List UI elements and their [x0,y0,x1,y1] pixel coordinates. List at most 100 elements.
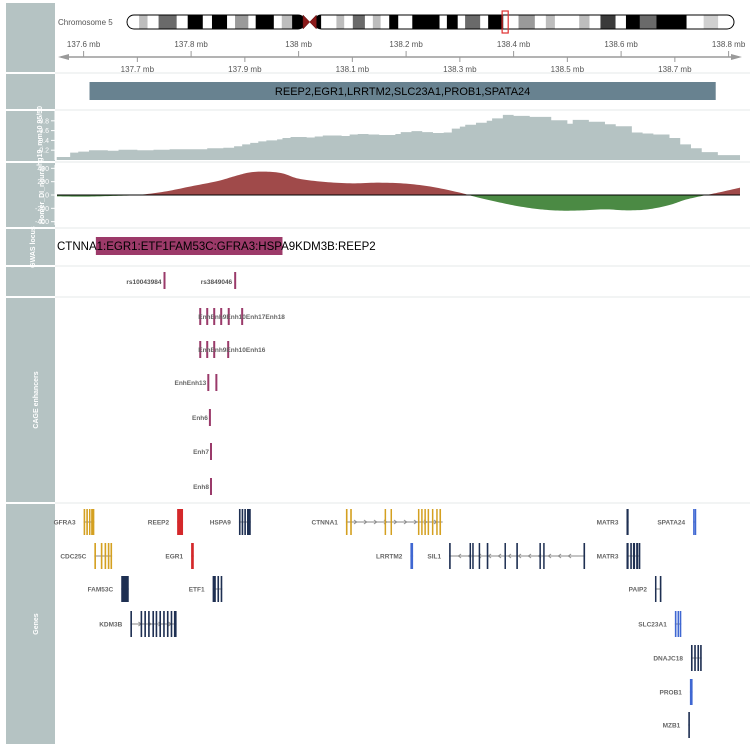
chromosome-band [615,15,626,29]
genes-track-label: Genes [33,613,40,635]
chromosome-band [127,15,140,29]
gene-model [688,712,690,738]
axis-arrow-left [58,54,69,60]
chromosome-band [398,15,413,29]
gene-model [121,576,129,602]
gene-exon [516,543,518,569]
gene-model [626,543,641,569]
gene-label: SIL1 [427,554,441,561]
homer-tick-label: 400 [37,166,49,173]
gene-model [238,509,251,535]
snp-marker [163,272,166,289]
gene-exon [94,543,96,569]
gene-label: REEP2 [148,520,170,527]
cage-enhancer-marker [227,308,230,325]
gene-exon [130,611,132,637]
gene-exon [212,576,216,602]
gene-label: FAM53C [88,587,114,594]
gene-model [83,509,95,535]
axis-tick-label-upper: 137.8 mb [174,40,208,49]
gene-label: SPATA24 [657,520,685,527]
gene-strand-arrow [373,519,378,525]
gene-exon [539,543,541,569]
gene-exon [693,509,695,535]
chromosome-band [273,15,282,29]
homer-tick-label: 200 [37,179,49,186]
gene-exon [486,543,489,569]
cage-enhancer-label: Enh7 [193,449,209,456]
gene-exon [626,543,629,569]
gene-exon [244,509,246,535]
chromosome-band [488,15,504,29]
gene-model [690,645,702,671]
gene-exon [677,611,680,637]
gene-model [674,611,682,637]
gene-exon [638,543,641,569]
cage-panel [6,298,55,502]
gene-model [693,509,697,535]
cage-enhancer-label: EnhEnh9Enh10Enh17Enh18 [198,314,285,321]
gene-exon [159,611,162,637]
gene-exon [247,509,251,535]
gene-strand-arrow [363,519,368,525]
gene-exon [86,509,88,535]
gene-exon [632,543,636,569]
chromosome-band [545,15,555,29]
cage-enhancer-marker [213,308,216,325]
axis-tick-label-upper: 138.8 mb [712,40,746,49]
gene-exon [384,509,387,535]
conservation-panel [6,111,55,161]
chromosome-band [465,15,481,29]
gene-exon [436,509,438,535]
gene-strand-arrow [507,553,512,559]
chromosome-band [600,15,616,29]
cage-enhancer-marker [241,308,244,325]
cage-enhancer-marker [220,308,223,325]
chromosome-band [412,15,440,29]
gene-label: PROB1 [659,690,682,697]
chromosome-band [147,15,159,29]
snp-marker [234,272,237,289]
tad-label: REEP2,EGR1,LRRTM2,SLC23A1,PROB1,SPATA24 [275,86,530,98]
conservation-area [56,114,740,160]
gene-label: MZB1 [663,723,681,730]
gene-model [689,679,693,705]
genes-panel [6,504,55,744]
gene-exon [173,611,177,637]
gene-exon [690,645,693,671]
chromosome-band [656,15,687,29]
gene-strand-arrow [457,553,462,559]
gene-exon [410,543,414,569]
gene-exon [104,543,107,569]
conservation-label-part: hg19_mm10 95/50 [37,106,44,166]
conservation-track: 0.8 0.6 0.4 0.2 [39,111,740,160]
gene-label: HSPA9 [210,520,232,527]
gene-exon [170,611,173,637]
gene-label: CDC25C [60,554,86,561]
chromosome-band [534,15,546,29]
cage-enhancer-marker [208,409,211,426]
gene-exon [630,543,632,569]
chromosome-band [255,15,274,29]
gwas-track-label: GWAS locus [30,226,37,268]
cage-enhancer-label: Enh8 [193,484,209,491]
snp-label: rs3849046 [201,279,233,286]
chromosome-band [446,15,458,29]
cage-enhancer-marker [227,341,230,358]
chromosome-band [292,15,304,29]
chromosome-label: Chromosome 5 [58,18,113,27]
gene-strand-arrow [567,553,572,559]
gwas-track: CTNNA1:EGR1:ETF1FAM53C:GFRA3:HSPA9KDM3B:… [57,237,376,255]
cage-enhancer-marker [215,374,218,391]
snp-panel [6,267,55,296]
axis-tick-label-lower: 138.7 mb [658,65,692,74]
chromosome-band [316,15,322,29]
gene-model [94,543,113,569]
gene-exon [241,509,244,535]
gene-model [449,543,586,569]
gene-exon [424,509,426,535]
chromosome-band [227,15,236,29]
gene-label: EGR1 [165,554,183,561]
gene-strand-arrow [158,621,163,627]
cage-enhancer-marker [213,341,216,358]
